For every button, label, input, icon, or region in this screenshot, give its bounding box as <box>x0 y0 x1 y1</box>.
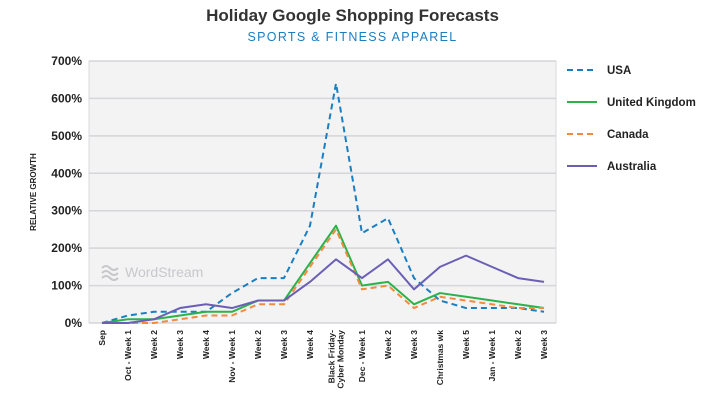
y-tick-label: 600% <box>51 91 82 105</box>
x-tick-label: Christmas wk <box>435 330 445 386</box>
series-line-australia <box>102 254 545 324</box>
y-axis-label: RELATIVE GROWTH <box>29 153 38 231</box>
x-tick-label: Cyber Monday <box>336 330 346 389</box>
x-tick-label: Week 4 <box>305 330 315 359</box>
legend-label: United Kingdom <box>607 97 696 109</box>
y-tick-label: 100% <box>51 279 82 293</box>
x-tick-label: Week 2 <box>513 330 523 359</box>
x-tick-label: Week 3 <box>539 330 549 359</box>
x-tick-label: Week 3 <box>409 330 419 359</box>
y-tick-label: 200% <box>51 241 82 255</box>
x-tick-label: Week 2 <box>253 330 263 359</box>
chart-subtitle: SPORTS & FITNESS APPAREL <box>247 30 458 44</box>
y-tick-label: 0% <box>65 316 83 330</box>
watermark-logo: WordStream <box>125 264 203 280</box>
series-line-canada <box>102 228 544 324</box>
y-tick-label: 400% <box>51 166 82 180</box>
x-tick-label: Week 3 <box>279 330 289 359</box>
x-tick-label: Dec - Week 1 <box>357 330 367 383</box>
series-line-usa <box>101 82 545 324</box>
x-tick-label: Week 2 <box>149 330 159 359</box>
plot-background <box>88 60 557 324</box>
legend-label: Australia <box>607 161 657 173</box>
wordstream-logo-icon <box>101 265 119 281</box>
x-tick-label: Sep <box>97 330 107 346</box>
x-tick-label: Nov - Week 1 <box>227 330 237 383</box>
legend-label: Canada <box>607 129 649 141</box>
chart-title: Holiday Google Shopping Forecasts <box>206 6 499 25</box>
legend-label: USA <box>607 65 631 77</box>
x-tick-label: Week 3 <box>175 330 185 359</box>
x-tick-label: Black Friday- <box>327 330 337 384</box>
y-tick-label: 300% <box>51 204 82 218</box>
series-line-united-kingdom <box>101 224 545 324</box>
x-tick-label: Oct - Week 1 <box>123 330 133 381</box>
x-tick-label: Jan - Week 1 <box>487 330 497 382</box>
x-tick-label: Week 5 <box>461 330 471 359</box>
y-tick-label: 500% <box>51 129 82 143</box>
x-tick-label: Week 2 <box>383 330 393 359</box>
y-tick-label: 700% <box>51 54 82 68</box>
x-tick-label: Week 4 <box>201 330 211 359</box>
